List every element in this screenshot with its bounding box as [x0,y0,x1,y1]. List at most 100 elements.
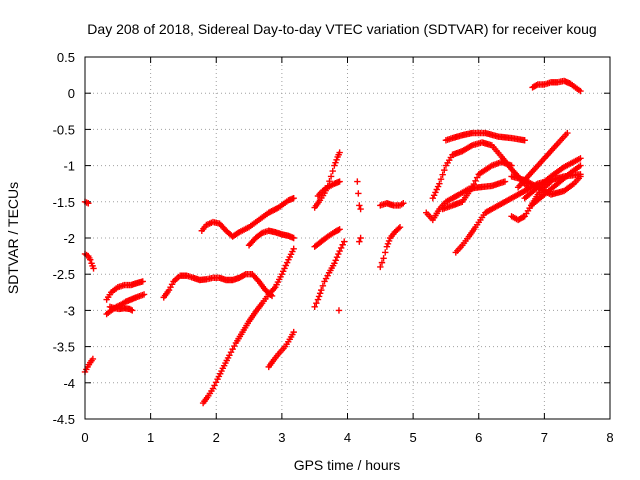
data-point [501,178,509,185]
data-point [470,180,478,188]
y-axis-label: SDTVAR / TECUs [5,182,21,294]
data-series-8 [198,194,297,240]
data-point [473,174,481,181]
data-point [290,245,297,253]
x-tick-label: 8 [606,430,613,445]
data-point [577,155,584,162]
data-point [577,173,584,180]
x-tick-label: 5 [410,430,417,445]
data-point [90,265,97,272]
data-point [577,162,584,169]
data-series-16 [335,307,343,314]
data-point [327,173,335,180]
data-series-1 [81,198,92,207]
data-series-19 [377,223,404,271]
x-tick-labels: 0 1 2 3 4 5 6 7 8 [81,430,613,445]
data-point [336,178,343,185]
data-point [357,234,364,242]
data-point [437,175,445,183]
y-tick-label: -3 [63,303,75,318]
data-point [429,194,437,202]
data-point [278,271,286,278]
data-point [89,355,97,363]
data-point [313,299,320,307]
data-point [85,200,92,207]
data-series-30 [528,162,584,209]
data-point [354,178,361,185]
data-point [335,307,343,314]
data-point [335,250,342,258]
x-tick-label: 4 [344,430,351,445]
y-tick-label: -0.5 [53,122,75,137]
data-point [472,177,479,185]
data-point [140,291,148,298]
data-series-6 [106,303,136,314]
y-tick-label: -4 [63,376,75,391]
data-point [533,82,540,89]
data-point [377,263,384,271]
data-point [87,256,94,263]
data-series-28 [514,129,571,191]
data-point [336,149,343,156]
data-point [441,166,448,174]
x-tick-label: 3 [278,430,285,445]
data-point [319,282,327,289]
data-point [281,265,288,272]
data-series-13 [311,226,343,250]
data-point [439,171,446,178]
data-point [384,240,392,247]
data-point [129,307,136,314]
data-point [331,260,338,267]
data-series-12 [311,238,348,310]
data-point [279,268,287,275]
data-point [383,243,391,250]
y-tick-labels: 0.5 0 -0.5 -1 -1.5 -2 -2.5 -3 -3.5 -4 -4.5 [53,50,75,427]
data-point [385,237,393,245]
data-point [311,303,318,310]
data-series-18 [356,234,364,245]
data-point [318,286,325,294]
y-tick-label: -4.5 [53,412,75,427]
data-point [468,184,476,191]
data-series-20 [377,200,407,209]
data-point [335,226,342,234]
x-tick-label: 6 [475,430,482,445]
x-axis-label: GPS time / hours [294,457,401,473]
data-point [508,162,515,169]
x-tick-label: 7 [541,430,548,445]
data-point [331,162,338,169]
data-point [316,290,324,297]
data-point [339,241,346,248]
data-point [332,159,339,166]
y-tick-label: -2 [63,231,75,246]
y-tick-label: 0.5 [57,50,75,65]
data-point [341,238,348,245]
data-point [382,249,389,256]
data-series-2 [81,250,97,272]
data-point [314,296,322,303]
x-tick-label: 2 [213,430,220,445]
data-series-9 [245,227,297,249]
data-point [211,382,218,389]
data-series-7 [160,271,276,301]
data-point [569,181,576,188]
data-point [577,87,584,95]
data-point [564,129,571,137]
data-series-31 [529,77,584,95]
data-point [336,226,343,233]
data-point [337,244,345,252]
data-point [332,257,339,264]
data-point [333,253,341,261]
data-point [521,137,528,144]
data-point [357,205,364,213]
data-point [380,255,387,262]
data-point [356,202,363,209]
data-point [355,190,362,197]
data-point [434,183,442,190]
chart-title: Day 208 of 2018, Sidereal Day-to-day VTE… [87,21,596,37]
data-series-24 [439,158,515,213]
data-point [356,238,363,245]
data-point [282,262,290,269]
plot-frame [84,56,611,420]
